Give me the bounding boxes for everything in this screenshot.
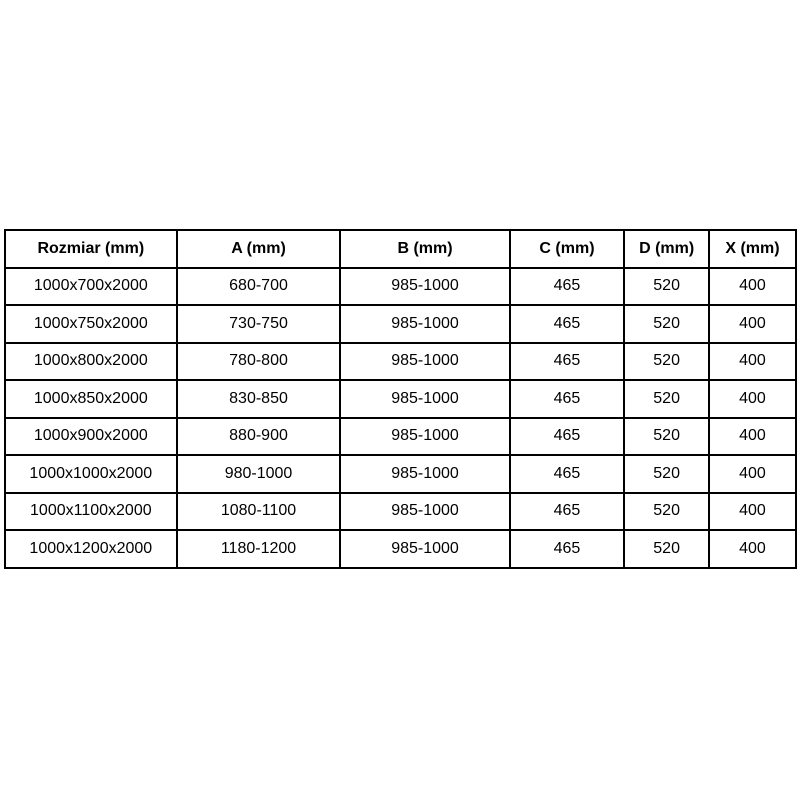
cell-b: 985-1000 [339,529,511,569]
cell-x: 400 [707,529,798,569]
cell-a: 1080-1100 [175,491,342,531]
cell-rozmiar: 1000x900x2000 [4,416,178,456]
cell-b: 985-1000 [339,379,511,419]
cell-b: 985-1000 [339,491,511,531]
cell-a: 730-750 [175,304,342,344]
cell-c: 465 [508,491,626,531]
cell-x: 400 [707,454,798,494]
table-row: 1000x1200x2000 1180-1200 985-1000 465 52… [4,529,798,569]
table-row: 1000x750x2000 730-750 985-1000 465 520 4… [4,304,798,344]
cell-rozmiar: 1000x1200x2000 [4,529,178,569]
cell-c: 465 [508,379,626,419]
cell-a: 830-850 [175,379,342,419]
table-row: 1000x850x2000 830-850 985-1000 465 520 4… [4,379,798,419]
cell-rozmiar: 1000x800x2000 [4,341,178,381]
cell-rozmiar: 1000x1000x2000 [4,454,178,494]
cell-d: 520 [623,379,710,419]
cell-d: 520 [623,491,710,531]
cell-d: 520 [623,341,710,381]
cell-b: 985-1000 [339,416,511,456]
cell-a: 980-1000 [175,454,342,494]
header-cell-a: A (mm) [175,229,342,269]
header-cell-d: D (mm) [623,229,710,269]
header-cell-rozmiar: Rozmiar (mm) [4,229,178,269]
cell-c: 465 [508,341,626,381]
cell-c: 465 [508,416,626,456]
table-row: 1000x900x2000 880-900 985-1000 465 520 4… [4,416,798,456]
cell-x: 400 [707,341,798,381]
cell-c: 465 [508,529,626,569]
cell-b: 985-1000 [339,454,511,494]
cell-b: 985-1000 [339,266,511,306]
header-cell-x: X (mm) [707,229,798,269]
cell-x: 400 [707,266,798,306]
cell-b: 985-1000 [339,341,511,381]
cell-rozmiar: 1000x1100x2000 [4,491,178,531]
table-row: 1000x700x2000 680-700 985-1000 465 520 4… [4,266,798,306]
table-row: 1000x800x2000 780-800 985-1000 465 520 4… [4,341,798,381]
cell-d: 520 [623,266,710,306]
header-cell-c: C (mm) [508,229,626,269]
cell-c: 465 [508,304,626,344]
cell-x: 400 [707,416,798,456]
cell-b: 985-1000 [339,304,511,344]
size-spec-table: Rozmiar (mm) A (mm) B (mm) C (mm) D (mm)… [4,229,798,569]
cell-rozmiar: 1000x750x2000 [4,304,178,344]
cell-d: 520 [623,416,710,456]
cell-a: 1180-1200 [175,529,342,569]
cell-c: 465 [508,266,626,306]
cell-d: 520 [623,529,710,569]
cell-d: 520 [623,454,710,494]
header-row: Rozmiar (mm) A (mm) B (mm) C (mm) D (mm)… [4,229,798,269]
cell-x: 400 [707,491,798,531]
cell-c: 465 [508,454,626,494]
cell-d: 520 [623,304,710,344]
cell-x: 400 [707,304,798,344]
cell-rozmiar: 1000x850x2000 [4,379,178,419]
cell-rozmiar: 1000x700x2000 [4,266,178,306]
table-row: 1000x1100x2000 1080-1100 985-1000 465 52… [4,491,798,531]
cell-a: 880-900 [175,416,342,456]
cell-a: 780-800 [175,341,342,381]
cell-x: 400 [707,379,798,419]
header-cell-b: B (mm) [339,229,511,269]
size-spec-table-container: Rozmiar (mm) A (mm) B (mm) C (mm) D (mm)… [4,229,798,569]
table-row: 1000x1000x2000 980-1000 985-1000 465 520… [4,454,798,494]
cell-a: 680-700 [175,266,342,306]
